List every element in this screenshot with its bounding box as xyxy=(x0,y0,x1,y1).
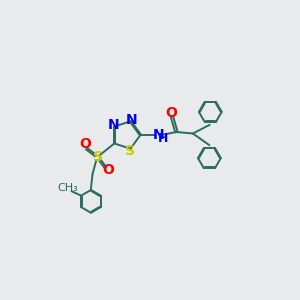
Text: O: O xyxy=(79,137,91,152)
Text: S: S xyxy=(125,144,135,158)
Text: N: N xyxy=(126,113,137,127)
Text: H: H xyxy=(158,132,169,145)
Text: O: O xyxy=(165,106,177,119)
Text: O: O xyxy=(102,164,114,178)
Text: CH₃: CH₃ xyxy=(58,183,78,193)
Text: N: N xyxy=(153,128,164,142)
Text: S: S xyxy=(93,150,103,164)
Text: N: N xyxy=(107,118,119,132)
